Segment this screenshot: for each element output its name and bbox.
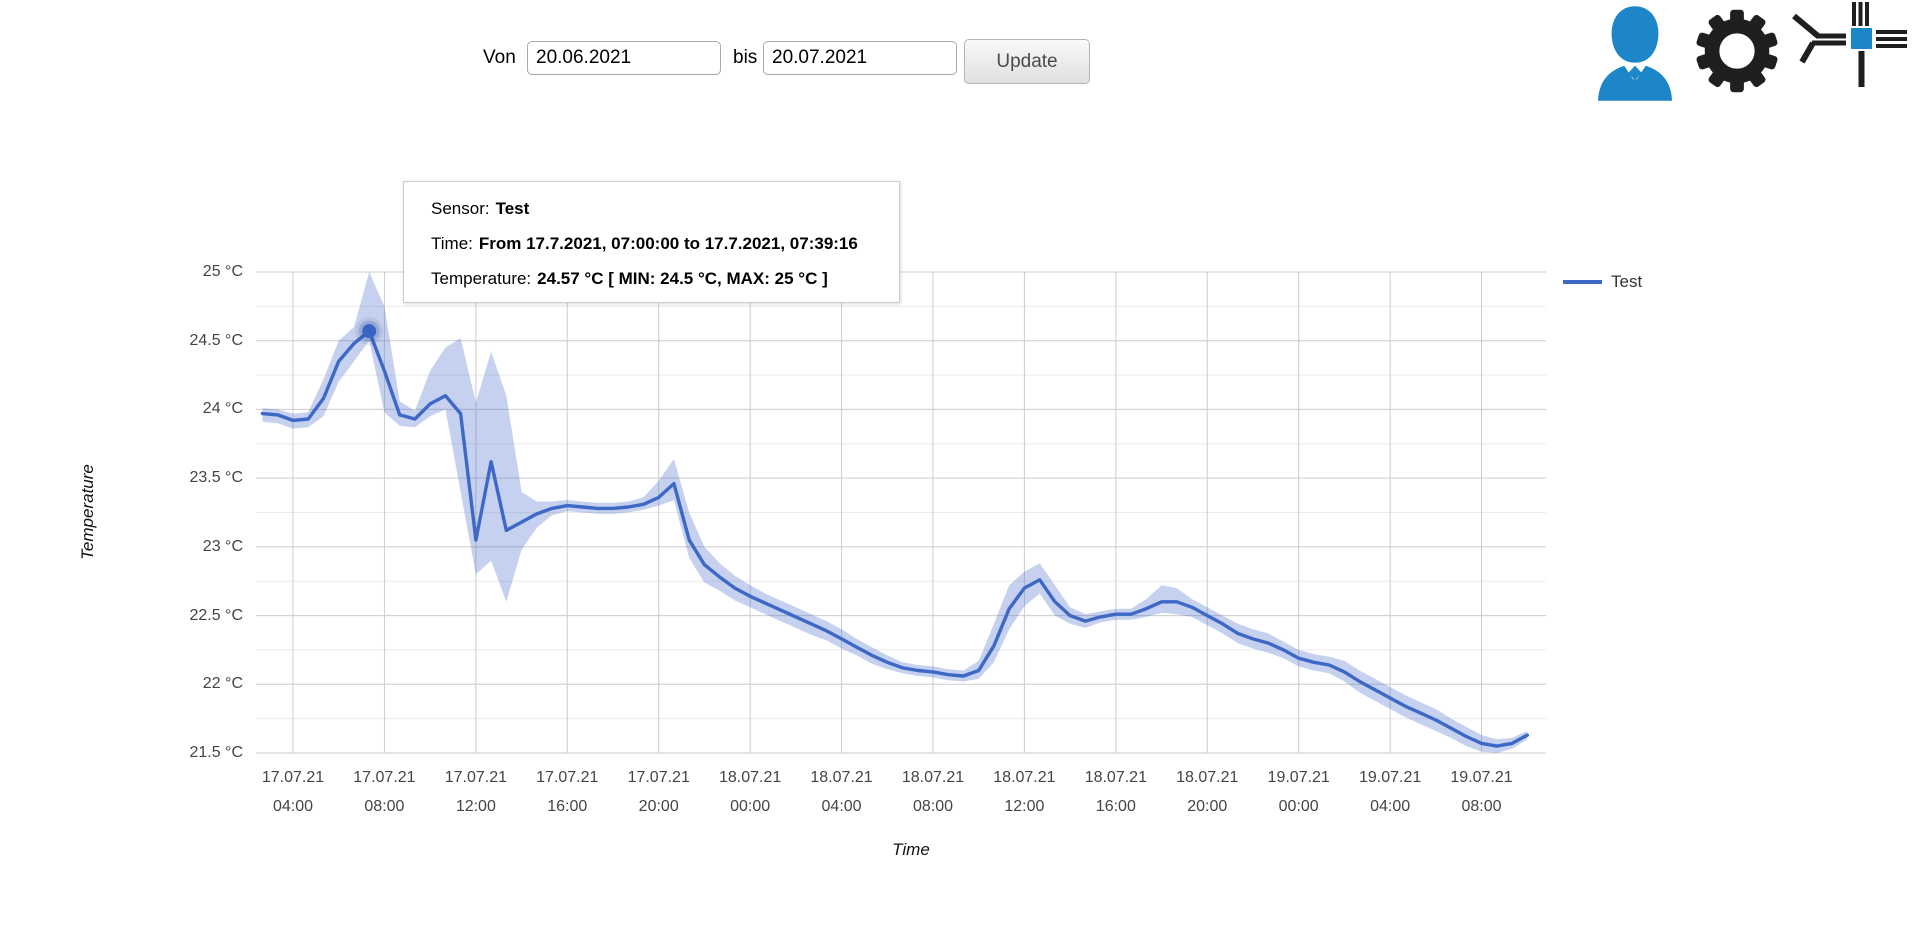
y-tick-label: 23 °C (202, 537, 243, 555)
x-tick-label: 18.07.21 20:00 (1176, 769, 1239, 815)
tooltip-sensor-value: Test (495, 198, 530, 218)
x-tick-label: 17.07.21 12:00 (444, 769, 507, 815)
tooltip-temperature-row: Temperature: 24.57 °C [ MIN: 24.5 °C, MA… (431, 261, 899, 296)
sensor-network-icon-glyph (1792, 2, 1907, 87)
x-tick-label: 17.07.21 04:00 (261, 769, 325, 815)
tooltip-sensor-label: Sensor: (431, 198, 490, 218)
y-tick-label: 24 °C (202, 400, 243, 418)
y-tick-label: 22.5 °C (189, 606, 243, 624)
x-tick-label: 18.07.21 16:00 (1084, 769, 1147, 815)
date-from-input[interactable] (527, 41, 721, 75)
gear-icon[interactable] (1694, 8, 1780, 94)
y-tick-label: 21.5 °C (189, 744, 243, 761)
user-icon[interactable] (1596, 4, 1674, 102)
x-tick-label: 17.07.21 08:00 (353, 769, 416, 815)
x-tick-label: 19.07.21 08:00 (1450, 769, 1513, 815)
datapoint-tooltip: Sensor: Test Time: From 17.7.2021, 07:00… (403, 181, 900, 303)
x-axis-title: Time (892, 840, 930, 859)
update-button[interactable]: Update (964, 39, 1090, 84)
x-tick-label: 19.07.21 04:00 (1358, 769, 1422, 815)
highlighted-data-point[interactable] (362, 324, 377, 339)
legend-series-label: Test (1611, 272, 1643, 291)
legend: Test (1563, 272, 1642, 292)
tooltip-time-label: Time: (431, 233, 473, 253)
legend-series-line (1563, 280, 1602, 284)
y-axis-title: Temperature (78, 464, 97, 560)
tooltip-time-value: From 17.7.2021, 07:00:00 to 17.7.2021, 0… (478, 233, 858, 253)
x-tick-label: 17.07.21 16:00 (536, 769, 599, 815)
bis-label: bis (733, 47, 758, 68)
tooltip-temperature-label: Temperature: (431, 268, 532, 288)
von-label: Von (483, 47, 516, 68)
y-tick-label: 23.5 °C (189, 469, 243, 487)
min-max-interval-band (262, 272, 1528, 753)
gear-icon-glyph (1696, 9, 1778, 93)
tooltip-sensor-row: Sensor: Test (431, 191, 899, 226)
tooltip-time-row: Time: From 17.7.2021, 07:00:00 to 17.7.2… (431, 226, 899, 261)
x-tick-label: 18.07.21 04:00 (810, 769, 873, 815)
x-tick-label: 17.07.21 20:00 (627, 769, 690, 815)
x-tick-label: 19.07.21 00:00 (1267, 769, 1330, 815)
y-tick-label: 22 °C (202, 675, 243, 693)
series-line-test (260, 329, 1530, 748)
user-icon-glyph (1597, 6, 1673, 101)
x-tick-label: 18.07.21 00:00 (718, 769, 782, 815)
x-tick-label: 18.07.21 08:00 (901, 769, 965, 815)
y-tick-label: 24.5 °C (189, 331, 243, 349)
sensor-network-icon[interactable] (1788, 0, 1912, 102)
y-tick-label: 25 °C (202, 263, 243, 280)
x-tick-label: 18.07.21 12:00 (993, 769, 1056, 815)
date-to-input[interactable] (763, 41, 957, 75)
tooltip-temperature-value: 24.57 °C [ MIN: 24.5 °C, MAX: 25 °C ] (537, 268, 828, 288)
